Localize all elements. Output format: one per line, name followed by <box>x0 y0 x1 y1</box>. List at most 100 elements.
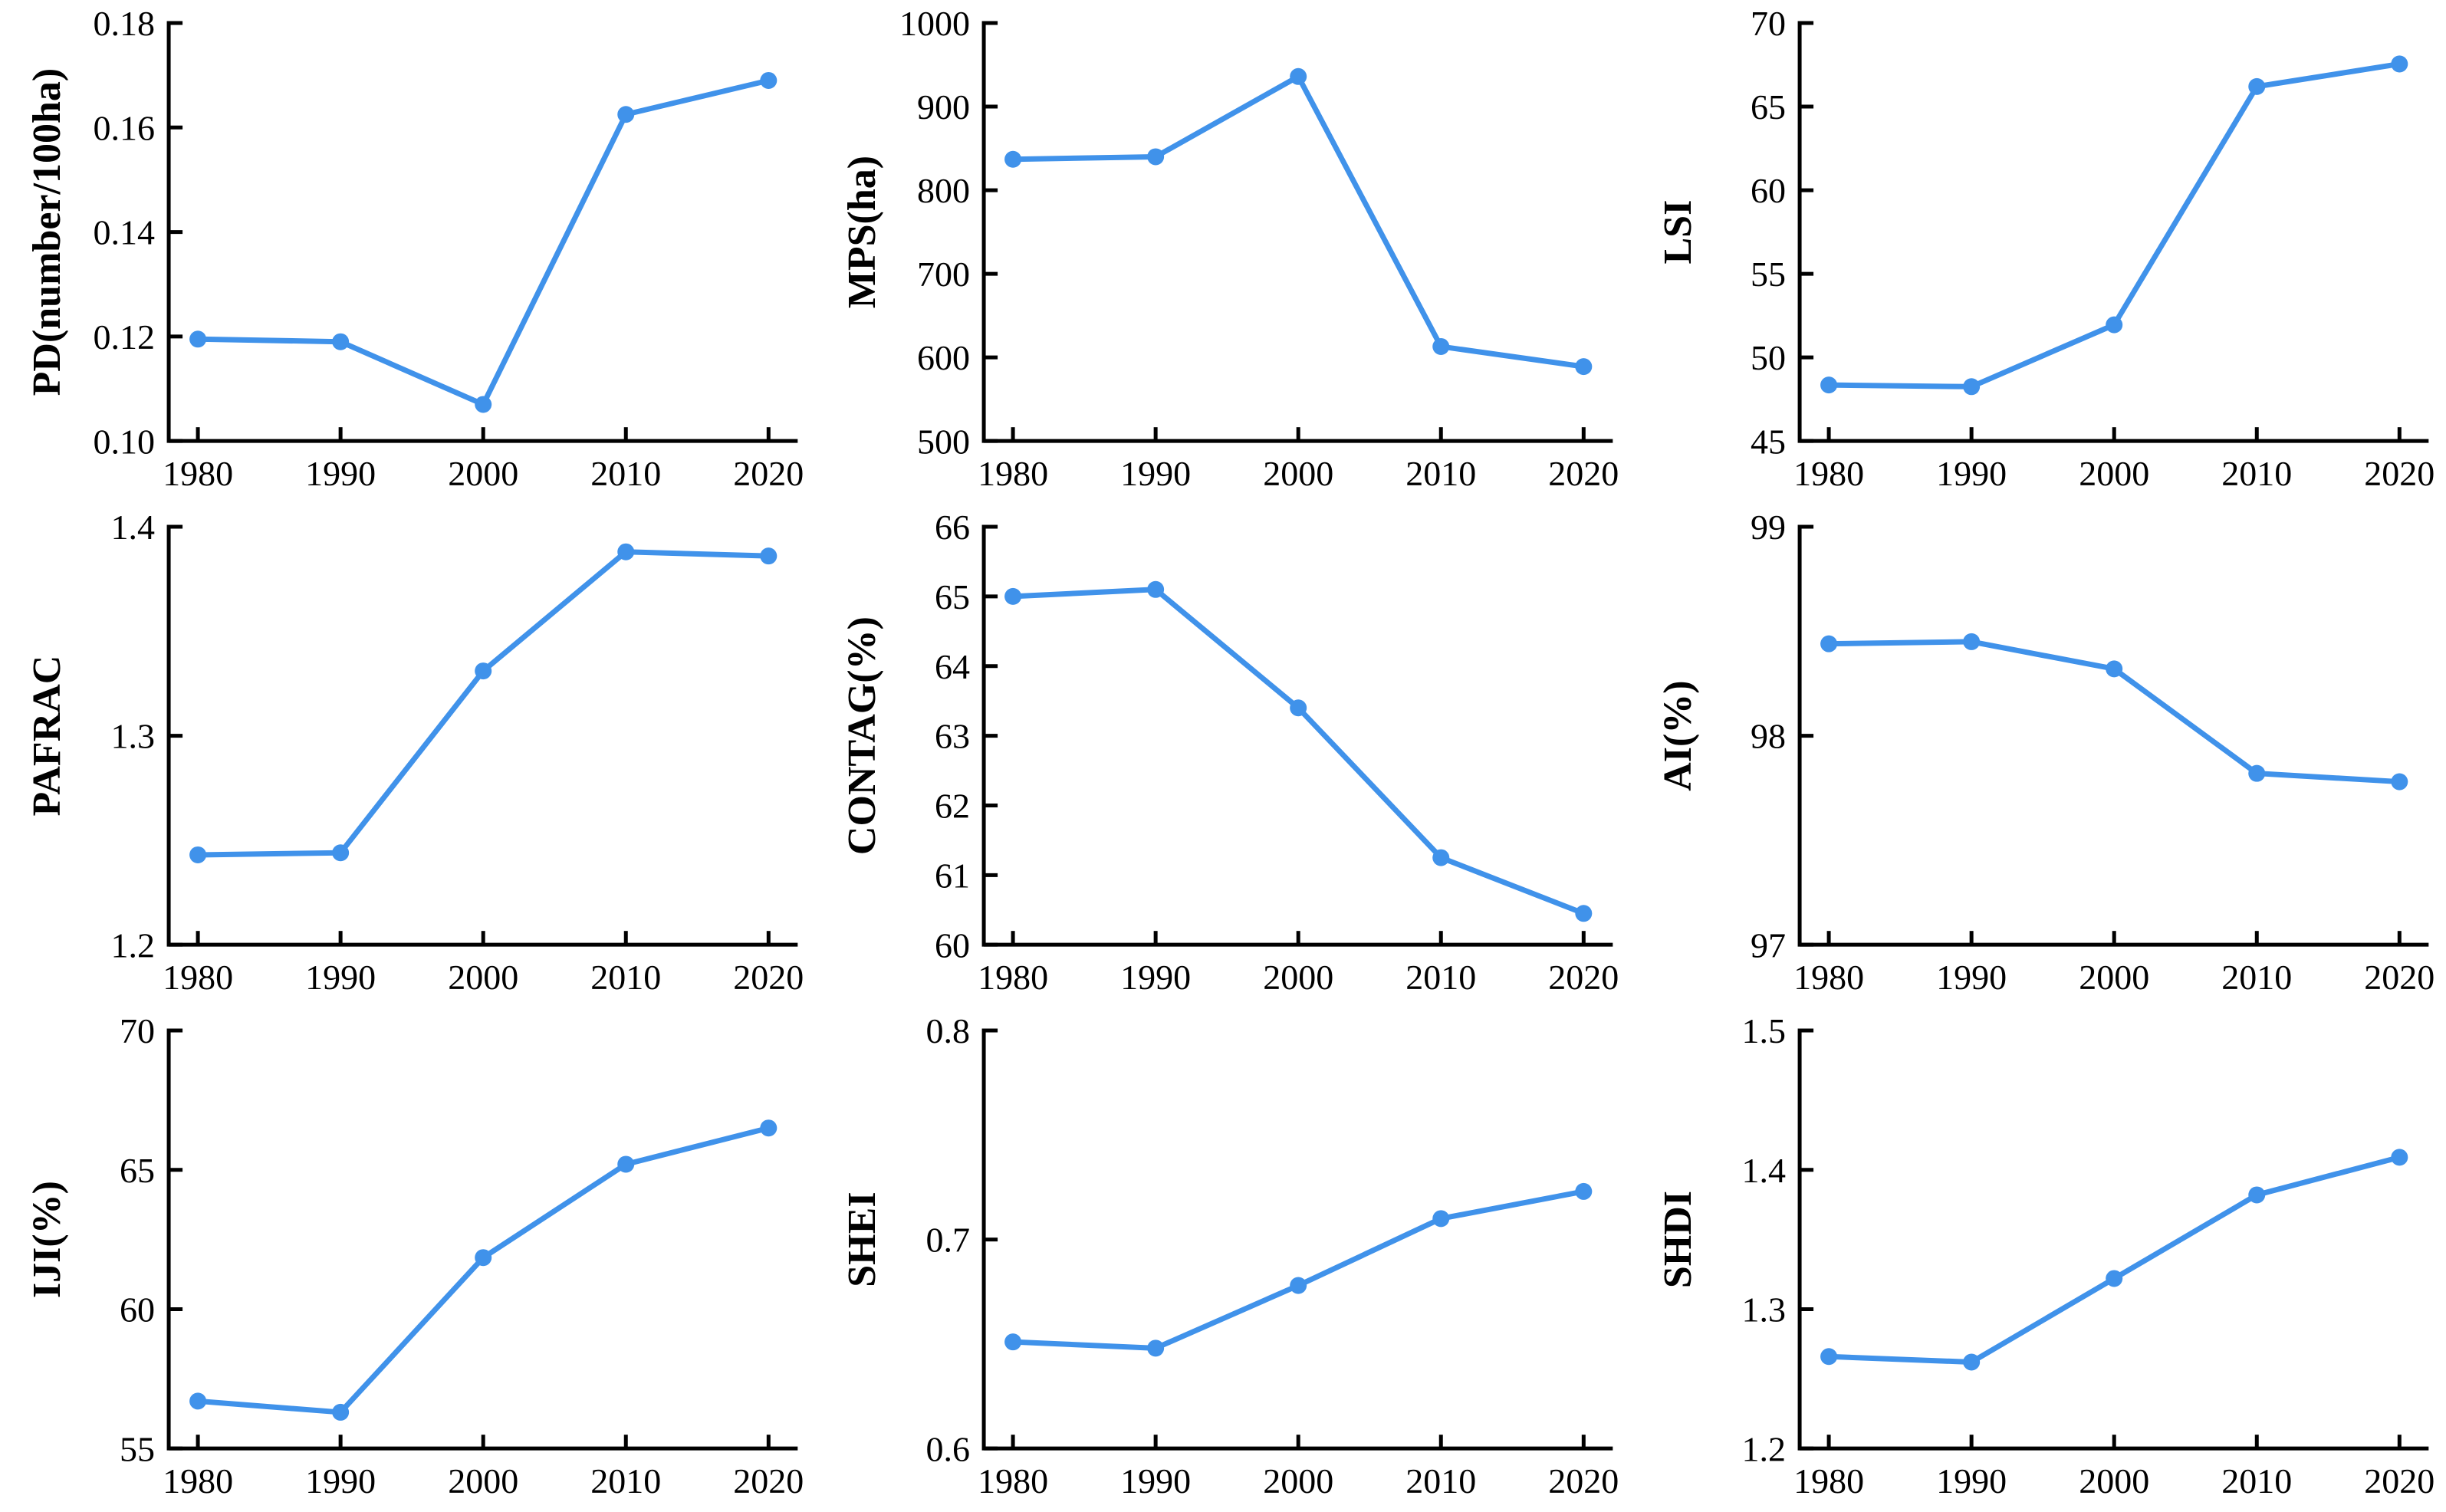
x-tick-label: 2000 <box>1264 454 1334 493</box>
y-axis-title: CONTAG(%) <box>840 616 884 855</box>
x-tick-label: 1990 <box>1120 454 1191 493</box>
y-tick-label: 0.12 <box>94 317 155 357</box>
x-tick-label: 2000 <box>448 454 518 493</box>
y-tick-label: 61 <box>935 856 970 896</box>
x-tick-label: 2000 <box>448 958 518 997</box>
x-tick-label: 2010 <box>590 454 661 493</box>
y-tick-label: 0.8 <box>926 1012 971 1051</box>
y-tick-label: 55 <box>1751 255 1786 294</box>
y-axis-title: SHDI <box>1656 1191 1700 1288</box>
y-tick-label: 700 <box>917 255 970 294</box>
axes-spines <box>981 524 1613 947</box>
axes-spines <box>166 21 798 443</box>
y-tick-label: 1.3 <box>111 717 155 756</box>
data-point <box>1432 337 1450 355</box>
data-point <box>617 1155 635 1173</box>
subplot-pd: 0.10 0.12 0.14 0.16 0.18 1980 1990 2000 2010 2020… <box>0 0 815 504</box>
chart-pd: 0.10 0.12 0.14 0.16 0.18 1980 1990 2000 2010 2020… <box>25 4 804 493</box>
subplot-mps: 500 600 700 800 900 1000 1980 1990 2000 2010 2020 M… <box>815 0 1630 504</box>
data-point <box>1962 378 1980 396</box>
x-tick-label: 1990 <box>305 1462 376 1501</box>
subplot-iji: 55 60 65 70 1980 1990 2000 2010 2020 IJI(%) <box>0 1007 815 1511</box>
y-tick-label: 55 <box>120 1430 155 1469</box>
y-axis-title: AI(%) <box>1656 681 1700 791</box>
axes-spines <box>981 21 1613 443</box>
data-point <box>617 543 635 560</box>
y-axis-title: LSI <box>1656 200 1700 265</box>
x-tick-label: 2000 <box>2079 958 2149 997</box>
axes-spines <box>166 1028 798 1451</box>
x-tick-label: 1990 <box>1936 958 2007 997</box>
axes-spines <box>1797 21 2428 443</box>
y-tick-label: 1.3 <box>1741 1290 1786 1330</box>
data-point <box>475 1249 492 1267</box>
data-point <box>1004 588 1022 606</box>
y-tick-label: 0.7 <box>926 1221 971 1260</box>
subplot-contag: 60 61 62 63 64 65 66 1980 1990 2000 2010 2020 CONTAG… <box>815 504 1630 1007</box>
y-tick-label: 0.6 <box>926 1430 971 1469</box>
data-point <box>760 547 778 565</box>
x-tick-label: 2020 <box>1549 454 1619 493</box>
y-tick-label: 50 <box>1751 338 1786 377</box>
y-tick-label: 500 <box>917 422 970 461</box>
x-tick-label: 1980 <box>163 1462 233 1501</box>
x-tick-label: 2020 <box>733 454 804 493</box>
data-point <box>1820 1348 1837 1366</box>
data-point <box>1820 635 1837 652</box>
data-line <box>1826 61 2402 390</box>
data-point <box>1147 1339 1165 1357</box>
x-tick-label: 1980 <box>978 958 1048 997</box>
data-point <box>2390 55 2408 73</box>
data-point <box>2247 77 2265 95</box>
data-point <box>2247 1186 2265 1204</box>
data-point <box>475 662 492 680</box>
x-tick-label: 2010 <box>1406 958 1477 997</box>
x-tick-label: 2020 <box>2364 1462 2434 1501</box>
data-line <box>1010 1188 1587 1352</box>
x-tick-label: 1980 <box>1793 958 1864 997</box>
data-point <box>1290 699 1307 717</box>
subplot-lsi: 45 50 55 60 65 70 1980 1990 2000 2010 2020 LSI <box>1631 0 2446 504</box>
data-point <box>1962 1353 1980 1371</box>
y-tick-label: 800 <box>917 171 970 210</box>
data-point <box>332 844 350 862</box>
x-tick-label: 1980 <box>163 454 233 493</box>
y-tick-label: 65 <box>935 577 970 616</box>
y-tick-label: 1.4 <box>111 508 155 547</box>
y-tick-label: 63 <box>935 717 970 756</box>
y-tick-label: 99 <box>1751 508 1786 547</box>
data-point <box>189 846 207 864</box>
data-point <box>1147 580 1165 598</box>
x-tick-label: 2000 <box>2079 454 2149 493</box>
y-tick-label: 1.2 <box>1741 1430 1786 1469</box>
chart-lsi: 45 50 55 60 65 70 1980 1990 2000 2010 2020 LSI <box>1656 4 2434 493</box>
y-axis-title: PD(number/100ha) <box>25 68 69 396</box>
chart-ai: 97 98 99 1980 1990 2000 2010 2020 AI(%) <box>1656 508 2434 997</box>
x-tick-label: 2020 <box>1549 958 1619 997</box>
x-tick-label: 2000 <box>1264 1462 1334 1501</box>
data-point <box>1820 376 1837 394</box>
y-tick-label: 62 <box>935 787 970 826</box>
y-tick-label: 98 <box>1751 717 1786 756</box>
data-line <box>1010 74 1587 370</box>
x-tick-label: 2020 <box>2364 454 2434 493</box>
y-tick-label: 70 <box>1751 4 1786 43</box>
data-point <box>1432 1210 1450 1228</box>
data-point <box>332 1404 350 1422</box>
y-tick-label: 70 <box>120 1012 155 1051</box>
x-tick-label: 1980 <box>163 958 233 997</box>
y-axis-title: PAFRAC <box>25 656 69 817</box>
x-tick-label: 2010 <box>2221 958 2292 997</box>
data-point <box>2390 773 2408 791</box>
data-point <box>760 71 778 89</box>
x-tick-label: 1980 <box>978 454 1048 493</box>
y-tick-label: 0.10 <box>94 422 155 461</box>
x-tick-label: 2000 <box>448 1462 518 1501</box>
y-tick-label: 1.5 <box>1741 1012 1786 1051</box>
x-tick-label: 2010 <box>2221 454 2292 493</box>
data-point <box>332 333 350 350</box>
x-tick-label: 2020 <box>2364 958 2434 997</box>
chart-shei: 0.6 0.7 0.8 1980 1990 2000 2010 2020 SHEI <box>840 1012 1619 1501</box>
data-point <box>1004 150 1022 168</box>
